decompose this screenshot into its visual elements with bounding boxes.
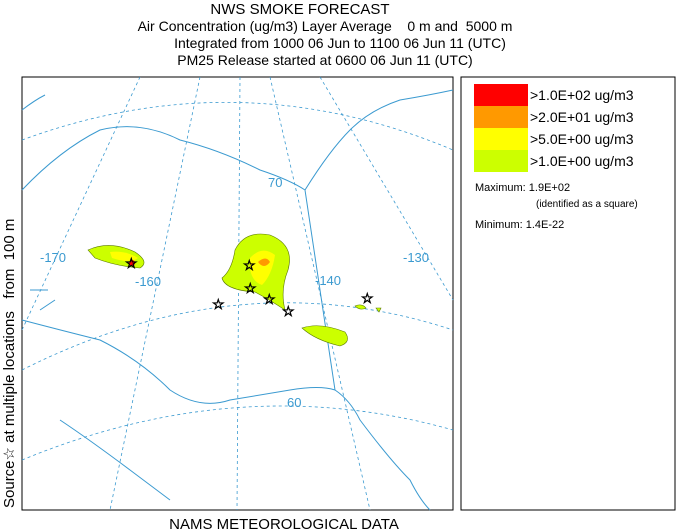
- side-label: Source☆ at multiple locations from 100 m: [1, 219, 18, 508]
- graticule: [269, 76, 371, 511]
- coastline: [30, 289, 56, 311]
- map-label: -140: [315, 273, 341, 288]
- map-label: -160: [135, 274, 161, 289]
- graticule: [319, 76, 454, 301]
- svg-text:☆: ☆: [361, 290, 374, 306]
- map-label: -130: [403, 250, 429, 265]
- legend-label: >1.0E+02 ug/m3: [530, 87, 634, 103]
- graticule: [21, 76, 141, 331]
- map-label: -170: [40, 250, 66, 265]
- map-label: 60: [287, 395, 301, 410]
- svg-text:☆: ☆: [282, 303, 295, 319]
- graticule: [236, 76, 241, 511]
- map-frame: [21, 76, 454, 511]
- legend-minimum: Minimum: 1.4E-22: [475, 219, 564, 231]
- map-label: 70: [268, 175, 282, 190]
- subtitle: PM25 Release started at 0600 06 Jun 11 (…: [177, 52, 472, 68]
- legend-label: >1.0E+00 ug/m3: [530, 153, 634, 169]
- subtitle: Air Concentration (ug/m3) Layer Average …: [138, 18, 513, 34]
- coastline: [21, 319, 336, 404]
- legend-label: >2.0E+01 ug/m3: [530, 109, 634, 125]
- source-markers: ☆ ☆ ☆ ☆ ☆ ☆ ☆: [125, 255, 374, 320]
- footer: NAMS METEOROLOGICAL DATA: [169, 516, 399, 532]
- graticule: [109, 76, 201, 511]
- legend-swatch: [474, 128, 528, 150]
- legend-swatch: [474, 150, 528, 172]
- smoke-plumes: [87, 233, 382, 347]
- title: NWS SMOKE FORECAST: [210, 1, 389, 18]
- legend-label: >5.0E+00 ug/m3: [530, 131, 634, 147]
- svg-text:☆: ☆: [125, 255, 138, 271]
- coastline: [304, 89, 454, 191]
- graticule: [21, 101, 454, 151]
- coastline: [21, 126, 431, 511]
- svg-text:☆: ☆: [212, 296, 225, 312]
- legend-maximum-note: (identified as a square): [536, 199, 638, 210]
- legend: >1.0E+02 ug/m3 >2.0E+01 ug/m3 >5.0E+00 ug/…: [474, 84, 634, 172]
- coastline: [21, 94, 171, 501]
- legend-maximum: Maximum: 1.9E+02: [475, 182, 570, 194]
- map-labels: -170 -160 -140 -130 70 60: [40, 175, 429, 410]
- svg-text:☆: ☆: [263, 291, 276, 307]
- map: [21, 76, 454, 511]
- subtitle: Integrated from 1000 06 Jun to 1100 06 J…: [174, 35, 506, 51]
- svg-text:☆: ☆: [243, 257, 256, 273]
- svg-text:☆: ☆: [244, 280, 257, 296]
- legend-swatch: [474, 106, 528, 128]
- legend-swatch: [474, 84, 528, 106]
- graticule: [21, 405, 454, 461]
- graticule: [21, 302, 454, 371]
- legend-frame: [460, 76, 676, 511]
